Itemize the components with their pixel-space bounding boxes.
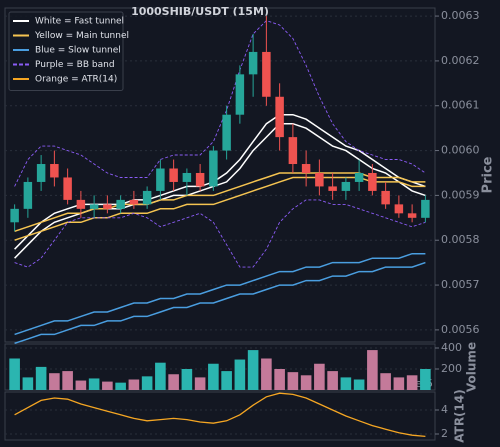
candle-body	[381, 190, 390, 205]
price-panel	[4, 7, 436, 343]
y-axis-label: ATR(14)	[453, 389, 467, 442]
candle-body	[36, 164, 46, 182]
y-tick-label: 0.0060	[441, 144, 480, 157]
y-tick-label: 0.0063	[441, 9, 480, 22]
candle-body	[50, 164, 59, 178]
indicator-line	[14, 261, 426, 345]
volume-bar	[35, 366, 47, 390]
volume-bar	[88, 378, 100, 390]
candle-body	[195, 172, 205, 187]
volume-bar	[128, 379, 140, 390]
y-tick-label: 0.0059	[441, 188, 480, 201]
candle-body	[275, 96, 284, 138]
candle-body	[142, 190, 152, 205]
volume-bar	[367, 350, 378, 390]
candle-body	[341, 181, 351, 191]
candle-body	[10, 208, 19, 223]
indicator-line	[14, 199, 426, 268]
candle-body	[116, 199, 125, 209]
legend-label: Yellow = Main tunnel	[34, 31, 129, 41]
volume-bar	[22, 377, 34, 390]
candle-body	[248, 51, 258, 75]
candle-body	[235, 74, 245, 115]
volume-bar	[102, 381, 113, 390]
volume-bar	[353, 379, 365, 390]
candle-body	[394, 204, 404, 214]
candle-body	[156, 168, 165, 191]
volume-bar	[221, 371, 232, 390]
volume-bar	[155, 362, 166, 390]
volume-bar	[234, 359, 246, 390]
candle-body	[23, 181, 33, 209]
volume-bar	[380, 373, 391, 390]
y-tick-label: 4	[441, 403, 448, 416]
legend-label: Blue = Slow tunnel	[35, 46, 121, 56]
volume-bar	[208, 363, 219, 390]
candle-body	[328, 186, 337, 191]
volume-bar	[62, 371, 73, 390]
chart-title: 1000SHIB/USDT (15M)	[131, 5, 269, 18]
candle-body	[222, 114, 231, 151]
volume-bar	[420, 368, 431, 390]
volume-bar	[314, 363, 325, 390]
y-tick-label: 0.0061	[441, 99, 480, 112]
volume-bar	[393, 377, 405, 390]
volume-bar	[261, 358, 272, 390]
candle-body	[288, 137, 298, 165]
legend: White = Fast tunnel Yellow = Main tunnel B…	[8, 11, 129, 91]
y-tick-label: 0.0056	[441, 323, 480, 336]
volume-bar	[274, 368, 285, 390]
candle-body	[209, 150, 218, 187]
y-axis-label: Price	[481, 156, 496, 193]
y-tick-label: 0.0058	[441, 233, 480, 246]
y-axis-label: Volume	[465, 342, 479, 392]
candle-body	[103, 204, 112, 209]
candle-body	[182, 172, 192, 182]
legend-box	[8, 11, 124, 91]
volume-bar	[115, 382, 126, 390]
candle-body	[315, 172, 324, 187]
y-tick-label: 400	[441, 341, 462, 354]
volume-bar	[300, 375, 312, 390]
y-tick-label: 200	[441, 362, 462, 375]
volume-bar	[9, 358, 20, 390]
legend-label: Purple = BB band	[35, 60, 115, 70]
volume-bar	[327, 371, 338, 390]
volume-bar	[168, 374, 179, 390]
legend-label: Orange = ATR(14)	[35, 75, 117, 85]
volume-bar	[247, 350, 259, 390]
volume-bar	[340, 377, 352, 390]
candle-body	[354, 172, 364, 182]
candle-body	[76, 199, 86, 209]
candle-body	[301, 164, 311, 173]
atr-panel	[4, 391, 436, 441]
candle-body	[368, 172, 377, 191]
atr-line	[14, 392, 426, 438]
candle-body	[262, 51, 271, 97]
volume-bar	[141, 376, 153, 390]
candle-body	[407, 213, 417, 218]
indicator-line	[14, 252, 426, 336]
volume-bar	[181, 368, 193, 390]
volume-bar	[287, 372, 299, 390]
volume-bar	[194, 377, 206, 390]
y-tick-label: 0.0062	[441, 54, 480, 67]
volume-bar	[406, 375, 418, 390]
volume-bar	[75, 380, 87, 390]
candle-body	[169, 168, 178, 182]
y-tick-label: 0.0057	[441, 278, 480, 291]
candle-body	[129, 199, 139, 205]
legend-label: White = Fast tunnel	[35, 17, 124, 27]
y-tick-label: 2	[441, 427, 448, 440]
candle-body	[421, 199, 430, 218]
candle-body	[63, 177, 72, 200]
volume-panel	[4, 343, 436, 391]
candle-body	[89, 204, 99, 209]
volume-bar	[49, 373, 60, 390]
indicator-line	[14, 20, 426, 187]
